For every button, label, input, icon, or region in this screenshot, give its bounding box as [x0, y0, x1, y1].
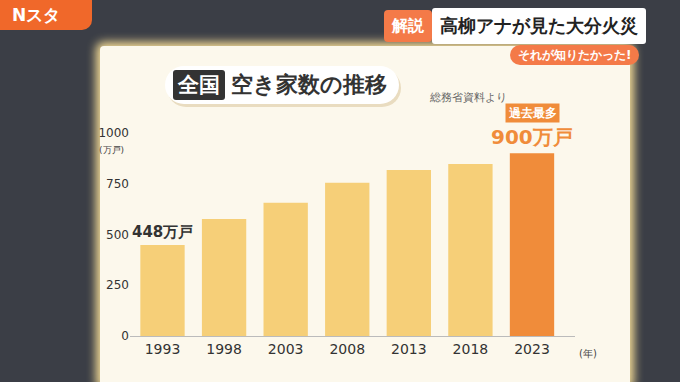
- html-text:高柳アナが見た大分火災: 高柳アナが見た大分火災: [440, 15, 638, 36]
- svg-text:2003: 2003: [268, 341, 304, 357]
- svg-text:1000: 1000: [98, 126, 129, 140]
- html-text:それが知りたかった!: それが知りたかった!: [518, 48, 632, 62]
- svg-text:2013: 2013: [391, 341, 427, 357]
- svg-text:900万戸: 900万戸: [491, 125, 573, 149]
- html-text:解説: 解説: [392, 16, 424, 35]
- svg-text:2018: 2018: [453, 341, 489, 357]
- svg-text:750: 750: [106, 177, 129, 191]
- html-text:空き家数の推移: 空き家数の推移: [231, 72, 387, 97]
- svg-text:(万戸): (万戸): [99, 145, 124, 155]
- svg-text:2023: 2023: [514, 341, 550, 357]
- svg-text:1993: 1993: [145, 341, 181, 357]
- html-text:総務省資料より: 総務省資料より: [430, 91, 507, 104]
- svg-text:(年): (年): [579, 348, 597, 359]
- svg-text:250: 250: [106, 278, 129, 292]
- svg-text:1998: 1998: [206, 341, 242, 357]
- svg-text:448万戸: 448万戸: [132, 223, 193, 241]
- svg-text:過去最多: 過去最多: [508, 106, 557, 120]
- html-text:全国: 全国: [178, 73, 220, 97]
- html-text:Nスタ: Nスタ: [12, 5, 61, 25]
- svg-text:500: 500: [106, 228, 129, 242]
- svg-text:0: 0: [121, 329, 129, 343]
- svg-text:2008: 2008: [329, 341, 365, 357]
